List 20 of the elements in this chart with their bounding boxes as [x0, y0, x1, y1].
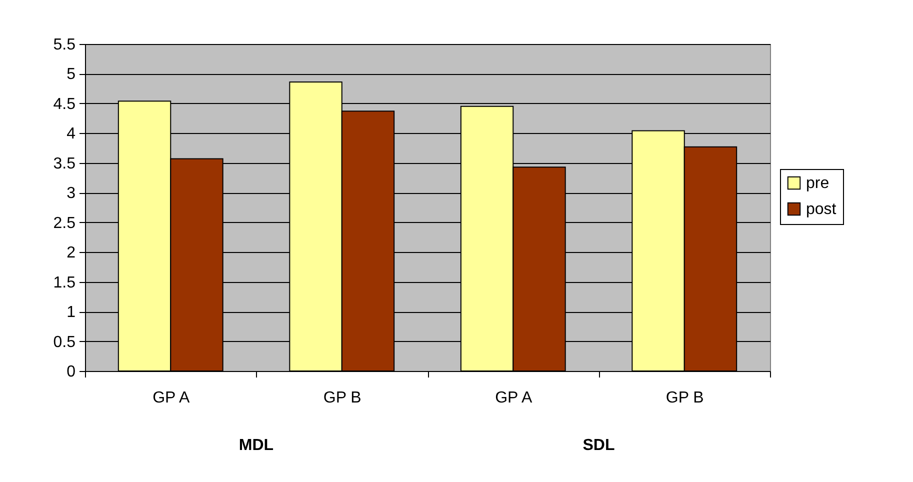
- legend-label: pre: [806, 175, 830, 192]
- x-tick-label: GP B: [666, 390, 704, 406]
- y-tick-label: 0.5: [53, 334, 76, 351]
- y-tick-label: 1: [66, 304, 76, 322]
- y-tick-label: 3: [66, 185, 76, 202]
- y-tick-label: 4.5: [53, 96, 76, 113]
- y-tick-label: 5: [66, 66, 76, 84]
- y-tick-label: 2.5: [53, 214, 76, 232]
- x-tick-label: GP B: [323, 390, 362, 406]
- y-tick-label: 1.5: [53, 274, 76, 292]
- y-tick-label: 2: [66, 244, 76, 262]
- y-tick-label: 0: [66, 364, 76, 380]
- y-tick-label: 4: [66, 126, 76, 143]
- text: MDL: [238, 437, 274, 454]
- x-tick-label: GP A: [495, 390, 532, 406]
- x-tick-label: GP A: [152, 390, 190, 406]
- y-tick-label: 3.5: [53, 155, 76, 172]
- text: SDL: [582, 437, 615, 454]
- y-tick-label: 5.5: [53, 36, 76, 54]
- legend-label: post: [806, 201, 837, 218]
